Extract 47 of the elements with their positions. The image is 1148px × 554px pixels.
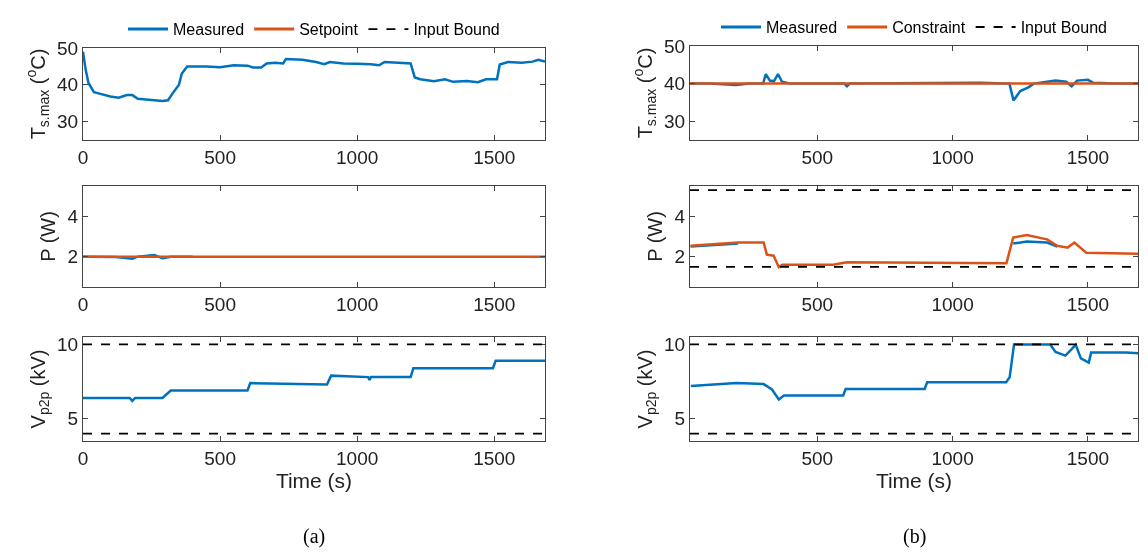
x-tick-label: 1000 — [931, 447, 974, 469]
y-tick-label: 50 — [664, 35, 686, 57]
x-tick-label: 500 — [801, 293, 834, 315]
y-axis-title: P (W) — [37, 211, 60, 262]
x-tick-label: 0 — [77, 447, 89, 469]
text: (b) — [903, 525, 927, 548]
y-tick-label: 30 — [57, 111, 79, 133]
text: (a) — [303, 525, 326, 548]
y-tick-label: 4 — [67, 205, 79, 227]
x-tick-label: 0 — [77, 293, 89, 315]
x-tick-label: 1000 — [931, 146, 974, 168]
text: Input Bound — [413, 21, 500, 39]
x-tick-label: 1000 — [931, 293, 974, 315]
x-tick-label: 500 — [801, 146, 834, 168]
x-tick-label: 1500 — [1066, 146, 1110, 168]
x-axis-title: Time (s) — [275, 468, 353, 492]
y-tick-label: 40 — [664, 73, 686, 95]
x-tick-label: 1000 — [336, 293, 379, 315]
x-tick-label: 1500 — [1066, 447, 1110, 469]
y-tick-label: 2 — [674, 246, 686, 268]
x-tick-label: 1500 — [473, 146, 516, 168]
x-tick-label: 1000 — [336, 146, 379, 168]
y-axis-title: P (W) — [644, 211, 667, 262]
y-tick-label: 4 — [674, 205, 686, 227]
text: Input Bound — [1020, 19, 1107, 37]
y-tick-label: 5 — [674, 408, 686, 430]
x-tick-label: 500 — [204, 293, 236, 315]
x-tick-label: 0 — [77, 146, 89, 168]
x-tick-label: 500 — [204, 146, 236, 168]
y-tick-label: 30 — [664, 110, 686, 132]
x-tick-label: 1500 — [473, 447, 516, 469]
x-tick-label: 1000 — [336, 447, 379, 469]
x-tick-label: 500 — [204, 447, 236, 469]
y-tick-label: 2 — [67, 246, 79, 268]
legend-label: Measured — [173, 21, 245, 39]
x-tick-label: 1500 — [473, 293, 516, 315]
legend-label: Constraint — [892, 19, 966, 37]
x-tick-label: 500 — [801, 447, 834, 469]
legend-label: Measured — [766, 19, 838, 37]
y-tick-label: 10 — [664, 334, 686, 356]
y-tick-label: 5 — [67, 408, 79, 430]
y-tick-label: 40 — [57, 74, 79, 96]
x-tick-label: 1500 — [1066, 293, 1110, 315]
y-tick-label: 10 — [57, 334, 79, 356]
x-axis-title: Time (s) — [875, 468, 953, 492]
y-tick-label: 50 — [57, 37, 79, 59]
text: Setpoint — [299, 21, 358, 39]
